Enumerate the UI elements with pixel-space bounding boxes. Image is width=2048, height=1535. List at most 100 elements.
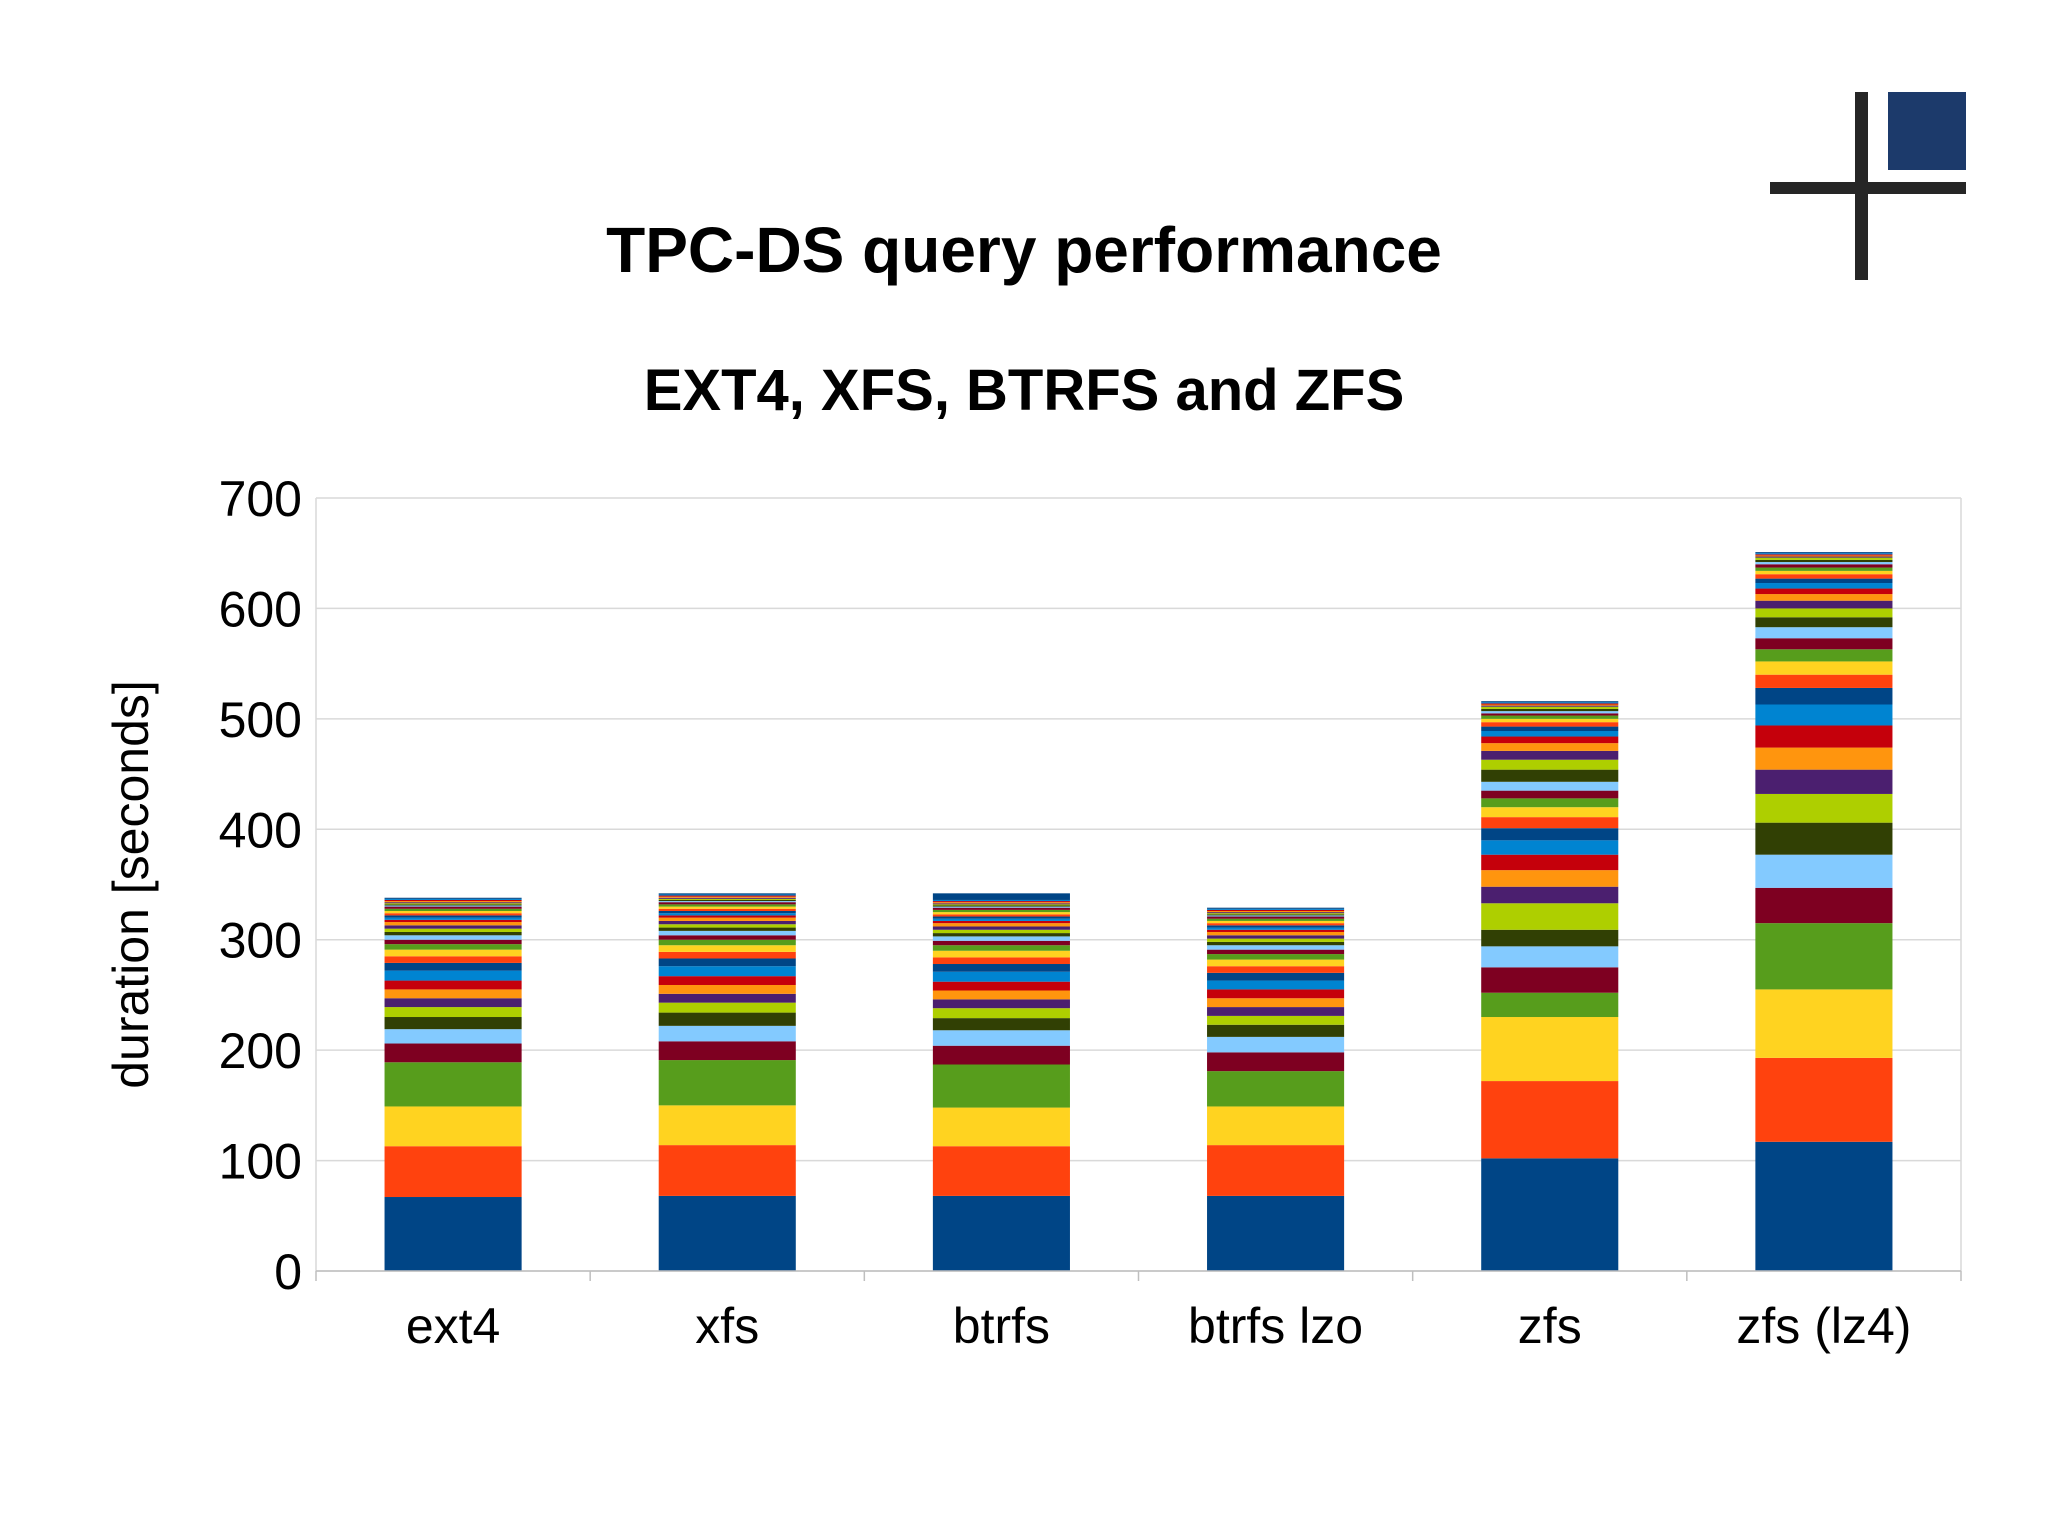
y-tick-label: 500 — [219, 692, 302, 748]
bar-segment — [1207, 915, 1345, 917]
bar-segment — [658, 1012, 796, 1026]
y-tick-label: 400 — [219, 802, 302, 858]
bar-segment — [658, 895, 796, 897]
bar-segment — [658, 901, 796, 903]
x-tick-label: zfs (lz4) — [1736, 1298, 1911, 1354]
bar-segment — [384, 911, 522, 914]
bar-segment — [932, 933, 1070, 937]
bar-segment — [1481, 722, 1619, 727]
bar-segment — [658, 984, 796, 994]
bar-segment — [384, 897, 522, 899]
logo-vertical-bar — [1855, 92, 1868, 280]
bar-segment — [1755, 588, 1893, 595]
bar-segment — [658, 1041, 796, 1061]
x-tick-label: btrfs — [953, 1298, 1050, 1354]
bar-segment — [932, 971, 1070, 982]
bar-segment — [1755, 887, 1893, 924]
bar-segment — [1481, 726, 1619, 732]
logo-square — [1888, 92, 1966, 170]
bar-segment — [1481, 903, 1619, 930]
bar-segment — [1207, 998, 1345, 1008]
bar-segment — [384, 970, 522, 981]
bar-segment — [1755, 769, 1893, 794]
bar-segment — [658, 1025, 796, 1042]
bar-segment — [1207, 920, 1345, 924]
bar-segment — [1481, 759, 1619, 770]
bar-segment — [658, 1145, 796, 1196]
bar-segment — [932, 964, 1070, 972]
bar-segment — [384, 998, 522, 1008]
bar-segment — [384, 1062, 522, 1107]
bar-segment — [384, 1043, 522, 1063]
bar-segment — [658, 1060, 796, 1106]
bar-segment — [1755, 578, 1893, 584]
y-tick-label: 300 — [219, 913, 302, 969]
bar-segment — [1481, 736, 1619, 744]
bar-segment — [658, 966, 796, 977]
bar-segment — [384, 901, 522, 903]
bar-segment — [384, 935, 522, 940]
bar-segment — [1481, 704, 1619, 706]
bar-segment — [658, 899, 796, 902]
bar-segment — [932, 990, 1070, 1000]
bar-segment — [1207, 941, 1345, 946]
bar-segment — [1755, 923, 1893, 990]
bar-segment — [1481, 702, 1619, 704]
bar-segment — [932, 926, 1070, 930]
bar-segment — [1207, 954, 1345, 960]
bar-segment — [932, 957, 1070, 965]
bars — [384, 552, 1893, 1271]
bar-segment — [1481, 703, 1619, 705]
bar-segment — [384, 956, 522, 963]
bar-segment — [1755, 989, 1893, 1058]
bar-segment — [384, 949, 522, 957]
bar-segment — [932, 1008, 1070, 1019]
bar-segment — [1481, 711, 1619, 714]
bar-segment — [658, 945, 796, 952]
bar-segment — [384, 904, 522, 906]
bar-segment — [1207, 918, 1345, 921]
bar-segment — [658, 894, 796, 896]
bar-segment — [658, 906, 796, 909]
bar-segment — [1755, 594, 1893, 601]
bar-segment — [1207, 1195, 1345, 1271]
bar-segment — [1207, 972, 1345, 981]
y-tick-label: 600 — [219, 581, 302, 637]
bar-segment — [658, 1002, 796, 1013]
bar-segment — [1207, 913, 1345, 915]
chart-title: TPC-DS query performance — [606, 214, 1442, 286]
bar-segment — [658, 939, 796, 946]
bar-segment — [384, 1007, 522, 1018]
bar-segment — [384, 903, 522, 905]
bar-segment — [384, 905, 522, 907]
bar-segment — [932, 1195, 1070, 1271]
bar-segment — [1755, 600, 1893, 609]
bar-segment — [384, 980, 522, 990]
bar-segment — [384, 989, 522, 999]
bar-segment — [1207, 925, 1345, 928]
bar-segment — [1755, 627, 1893, 639]
bar-segment — [1207, 909, 1345, 912]
bar-segment — [658, 897, 796, 899]
bar-segment — [932, 914, 1070, 917]
y-tick-label: 0 — [274, 1244, 302, 1300]
bar-segment — [1207, 959, 1345, 967]
bar-segment — [1481, 781, 1619, 791]
x-tick-label: btrfs lzo — [1188, 1298, 1363, 1354]
y-axis-title: duration [seconds] — [103, 680, 159, 1089]
bar-segment — [1755, 725, 1893, 748]
bar-segment — [1207, 907, 1345, 909]
bar-segment — [1207, 945, 1345, 950]
bar-segment — [1207, 1024, 1345, 1037]
bar-segment — [932, 981, 1070, 991]
bar-segment — [658, 935, 796, 940]
bar-segment — [1207, 1015, 1345, 1025]
bar-segment — [1755, 553, 1893, 555]
bar-segment — [932, 1045, 1070, 1065]
bar-segment — [1207, 916, 1345, 919]
bar-segment — [932, 1107, 1070, 1147]
bar-segment — [1755, 608, 1893, 618]
x-tick-label: xfs — [695, 1298, 759, 1354]
bar-segment — [932, 940, 1070, 946]
axes — [315, 498, 1962, 1281]
